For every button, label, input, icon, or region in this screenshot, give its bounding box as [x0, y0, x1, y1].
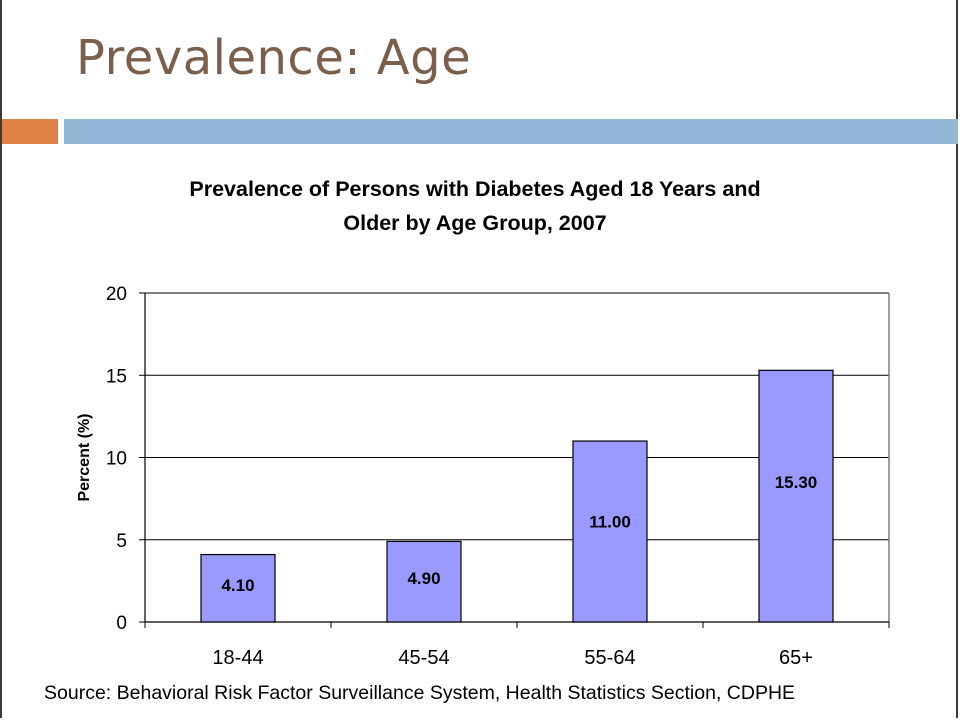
x-tick-label-45-54: 45-54: [398, 647, 449, 669]
title-rule: [64, 119, 958, 144]
y-tick-label-3: 15: [106, 366, 127, 387]
data-label-55-64: 11.00: [589, 513, 631, 532]
chart-title-line-1: Prevalence of Persons with Diabetes Aged…: [189, 177, 761, 201]
title-accent-bar: [2, 119, 58, 144]
y-tick-label-0: 0: [116, 613, 127, 634]
x-tick-label-55-64: 55-64: [584, 647, 635, 669]
y-tick-label-2: 10: [106, 449, 127, 470]
x-tick-label-65+: 65+: [779, 647, 813, 669]
chart-title: Prevalence of Persons with Diabetes Aged…: [100, 172, 850, 240]
x-tick-label-18-44: 18-44: [212, 647, 263, 669]
y-tick-label-1: 5: [116, 531, 127, 552]
chart-title-line-2: Older by Age Group, 2007: [343, 211, 607, 235]
bar-65+: [758, 369, 834, 623]
bar-18-44: [200, 553, 276, 623]
data-label-45-54: 4.90: [407, 569, 440, 588]
data-label-65+: 15.30: [775, 473, 818, 492]
slide-title: Prevalence: Age: [76, 30, 472, 86]
data-label-18-44: 4.10: [221, 576, 254, 595]
y-axis-label: Percent (%): [76, 413, 93, 501]
bar-45-54: [386, 540, 462, 623]
bar-55-64: [572, 440, 648, 623]
source-note: Source: Behavioral Risk Factor Surveilla…: [44, 682, 796, 704]
y-tick-label-4: 20: [106, 284, 127, 305]
